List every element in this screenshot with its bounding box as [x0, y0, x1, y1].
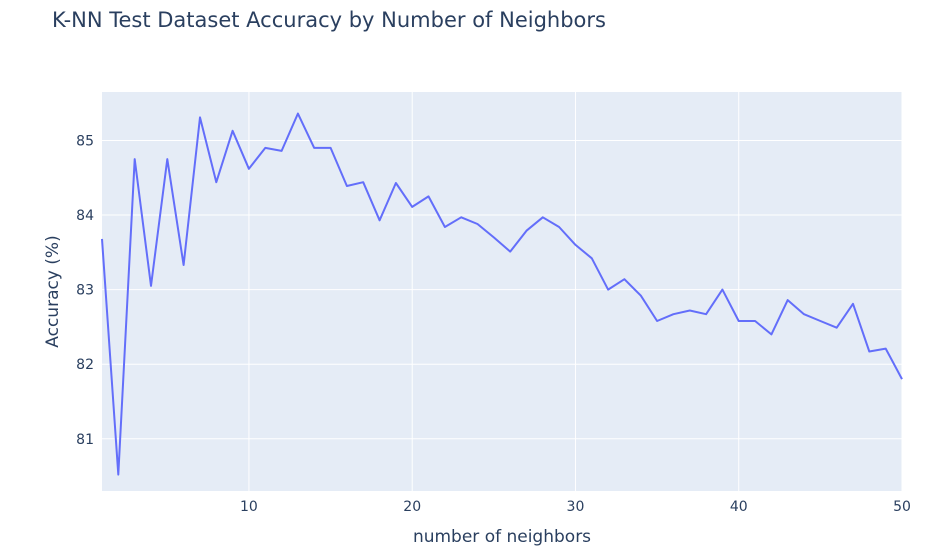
y-tick-label: 84: [76, 208, 94, 224]
x-axis-title: number of neighbors: [413, 527, 591, 547]
x-tick-label: 50: [893, 499, 911, 515]
x-tick-label: 40: [730, 499, 748, 515]
series-layer: [101, 112, 903, 476]
y-tick-label: 85: [76, 133, 94, 149]
y-tick-label: 83: [76, 283, 94, 299]
x-tick-label: 30: [567, 499, 585, 515]
plot-area: [102, 92, 902, 491]
accuracy-series-line: [101, 112, 903, 476]
chart-title: K-NN Test Dataset Accuracy by Number of …: [52, 8, 606, 32]
y-axis-title: Accuracy (%): [43, 235, 63, 347]
y-tick-label: 81: [76, 432, 94, 448]
y-tick-label: 82: [76, 357, 94, 373]
x-tick-label: 20: [403, 499, 421, 515]
tick-labels: 10 20 30 40 50 81 82 83 84 85: [76, 133, 911, 515]
gridlines: [102, 92, 903, 491]
x-tick-label: 10: [240, 499, 258, 515]
